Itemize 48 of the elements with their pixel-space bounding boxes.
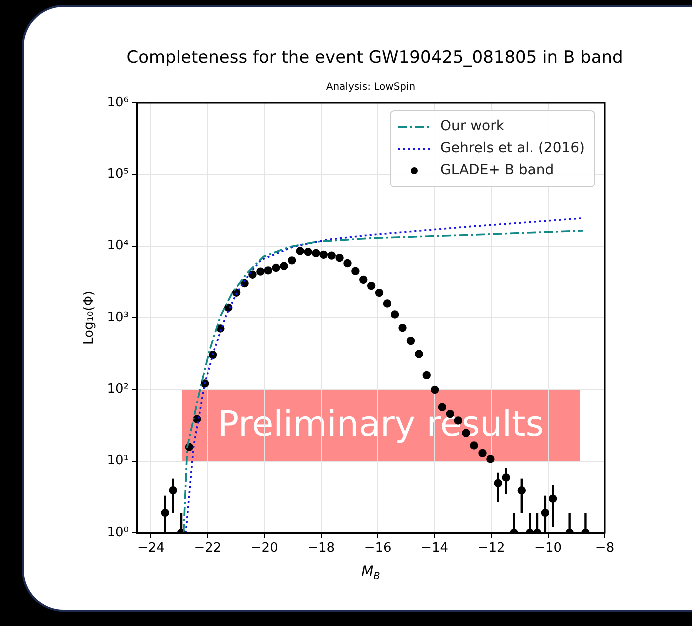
point bbox=[312, 249, 320, 258]
point bbox=[344, 259, 352, 268]
y-tick-label: 10⁰ bbox=[107, 525, 129, 540]
point bbox=[296, 247, 304, 256]
point bbox=[391, 310, 400, 319]
y-tick-label: 10⁶ bbox=[107, 95, 129, 110]
point bbox=[398, 324, 407, 332]
point bbox=[360, 276, 368, 284]
point bbox=[280, 262, 288, 270]
x-tick-label: −22 bbox=[194, 541, 222, 556]
legend-label: Gehrels et al. (2016) bbox=[440, 140, 586, 157]
point bbox=[304, 248, 312, 256]
point bbox=[272, 264, 280, 272]
x-tick-label: −20 bbox=[250, 541, 278, 556]
point bbox=[415, 350, 424, 358]
point bbox=[256, 268, 265, 276]
point bbox=[406, 336, 416, 346]
point bbox=[478, 449, 487, 458]
x-tick-label: −8 bbox=[595, 541, 615, 556]
y-tick-label: 10³ bbox=[107, 310, 129, 326]
point bbox=[336, 254, 344, 262]
point bbox=[328, 252, 336, 260]
point bbox=[248, 270, 257, 279]
point bbox=[486, 455, 495, 464]
y-tick-label: 10⁵ bbox=[107, 167, 129, 182]
point bbox=[264, 266, 272, 275]
point bbox=[375, 288, 384, 298]
x-tick-label: −24 bbox=[137, 541, 165, 556]
x-tick-label: −18 bbox=[308, 541, 336, 556]
point bbox=[352, 267, 360, 276]
point bbox=[367, 282, 376, 290]
point bbox=[431, 386, 440, 394]
point bbox=[422, 371, 431, 380]
legend-label: Our work bbox=[440, 118, 506, 135]
x-tick-label: −12 bbox=[478, 541, 506, 556]
point bbox=[288, 256, 296, 265]
x-tick-label: −10 bbox=[534, 541, 562, 556]
x-tick-label: −16 bbox=[364, 541, 392, 556]
x-tick-label: −14 bbox=[421, 541, 449, 556]
y-tick-label: 10¹ bbox=[107, 454, 129, 469]
chart-subtitle: Analysis: LowSpin bbox=[326, 82, 416, 93]
chart-title: Completeness for the event GW190425_081805 in B band bbox=[126, 48, 624, 68]
y-tick-label: 10² bbox=[107, 382, 129, 398]
point bbox=[320, 250, 328, 260]
y-axis-title: Log₁₀(Φ) bbox=[82, 290, 97, 346]
legend-label: GLADE+ B band bbox=[440, 162, 554, 179]
point bbox=[383, 300, 392, 308]
y-tick-label: 10⁴ bbox=[107, 238, 129, 254]
